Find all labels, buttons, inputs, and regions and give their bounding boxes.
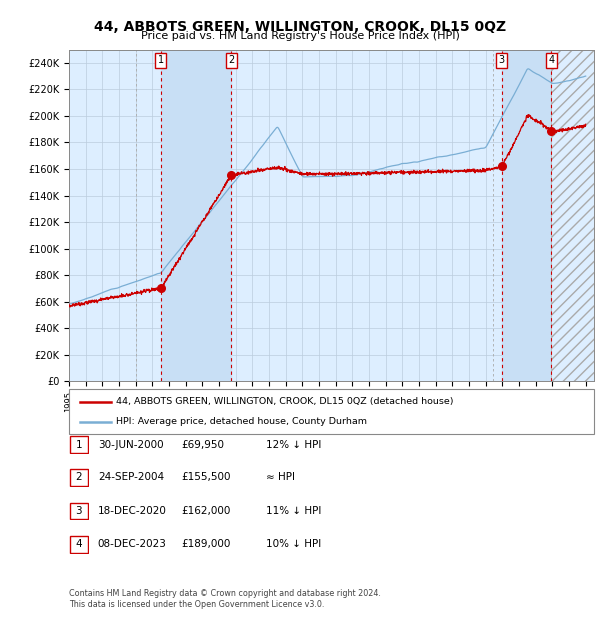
Text: 10% ↓ HPI: 10% ↓ HPI bbox=[266, 539, 321, 549]
Text: 2: 2 bbox=[76, 472, 82, 482]
Text: 30-JUN-2000: 30-JUN-2000 bbox=[98, 440, 163, 450]
FancyBboxPatch shape bbox=[70, 503, 88, 520]
FancyBboxPatch shape bbox=[70, 436, 88, 453]
Text: 08-DEC-2023: 08-DEC-2023 bbox=[98, 539, 167, 549]
Text: £69,950: £69,950 bbox=[182, 440, 225, 450]
Bar bbox=[502, 50, 551, 381]
Text: ≈ HPI: ≈ HPI bbox=[266, 472, 295, 482]
Text: Price paid vs. HM Land Registry's House Price Index (HPI): Price paid vs. HM Land Registry's House … bbox=[140, 31, 460, 41]
Text: 24-SEP-2004: 24-SEP-2004 bbox=[98, 472, 164, 482]
Text: 12% ↓ HPI: 12% ↓ HPI bbox=[266, 440, 321, 450]
Text: 3: 3 bbox=[76, 506, 82, 516]
Text: Contains HM Land Registry data © Crown copyright and database right 2024.
This d: Contains HM Land Registry data © Crown c… bbox=[69, 590, 381, 609]
Text: 4: 4 bbox=[548, 55, 554, 65]
Bar bbox=[161, 50, 231, 381]
Text: 3: 3 bbox=[499, 55, 505, 65]
Text: 2: 2 bbox=[228, 55, 235, 65]
Text: 18-DEC-2020: 18-DEC-2020 bbox=[98, 506, 167, 516]
Bar bbox=[551, 50, 594, 381]
Text: £162,000: £162,000 bbox=[182, 506, 231, 516]
Text: HPI: Average price, detached house, County Durham: HPI: Average price, detached house, Coun… bbox=[116, 417, 367, 426]
Text: 1: 1 bbox=[158, 55, 164, 65]
Text: £189,000: £189,000 bbox=[182, 539, 231, 549]
Text: £155,500: £155,500 bbox=[182, 472, 232, 482]
Text: 44, ABBOTS GREEN, WILLINGTON, CROOK, DL15 0QZ (detached house): 44, ABBOTS GREEN, WILLINGTON, CROOK, DL1… bbox=[116, 397, 454, 406]
Text: 44, ABBOTS GREEN, WILLINGTON, CROOK, DL15 0QZ: 44, ABBOTS GREEN, WILLINGTON, CROOK, DL1… bbox=[94, 20, 506, 34]
Text: 4: 4 bbox=[76, 539, 82, 549]
FancyBboxPatch shape bbox=[69, 389, 594, 434]
FancyBboxPatch shape bbox=[70, 469, 88, 486]
Text: 1: 1 bbox=[76, 440, 82, 450]
Text: 11% ↓ HPI: 11% ↓ HPI bbox=[266, 506, 321, 516]
FancyBboxPatch shape bbox=[70, 536, 88, 553]
